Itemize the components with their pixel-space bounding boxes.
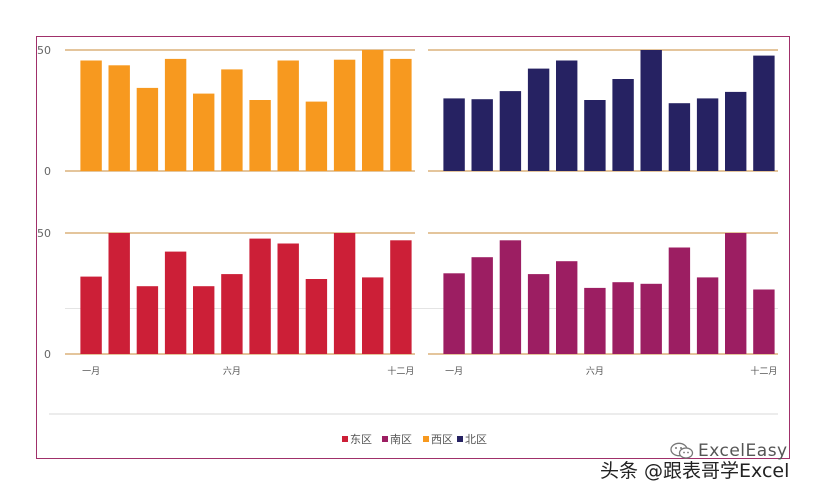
x-tick-label-bottom-left-1: 一月 <box>82 366 100 377</box>
legend-label-1: 东区 <box>350 433 372 446</box>
watermark-source: 头条 @跟表哥学Excel <box>600 460 790 482</box>
bar-top-right-4 <box>527 68 550 171</box>
bar-bottom-right-8 <box>640 283 662 354</box>
bar-bottom-left-8 <box>277 243 299 354</box>
bar-bottom-left-6 <box>221 274 243 354</box>
bar-bottom-right-9 <box>668 247 691 354</box>
bar-top-left-8 <box>277 60 299 171</box>
legend-label-2: 南区 <box>390 433 412 446</box>
bar-bottom-right-10 <box>696 277 719 354</box>
bar-top-left-1 <box>80 60 102 171</box>
y-tick-label-top-max: 150 <box>37 44 51 57</box>
legend-swatch-1 <box>342 436 348 442</box>
bar-top-left-7 <box>249 100 271 171</box>
bar-bottom-right-11 <box>725 233 747 354</box>
bar-top-right-7 <box>612 79 634 171</box>
bar-top-right-3 <box>499 91 522 171</box>
x-tick-label-bottom-right-1: 一月 <box>445 366 463 377</box>
bar-top-right-11 <box>725 91 747 171</box>
bar-top-right-5 <box>556 60 578 171</box>
bar-bottom-right-5 <box>556 261 578 354</box>
bar-top-left-5 <box>193 93 215 171</box>
y-tick-label-bottom-max: 150 <box>37 227 51 240</box>
wechat-icon <box>670 442 694 459</box>
bar-top-left-9 <box>305 101 328 171</box>
bar-bottom-left-10 <box>333 233 356 354</box>
bar-top-right-6 <box>584 100 606 171</box>
y-tick-label-top-min: 0 <box>44 165 51 178</box>
bar-top-right-12 <box>753 55 775 171</box>
bar-top-left-3 <box>136 87 159 171</box>
x-tick-label-bottom-right-3: 十二月 <box>750 365 777 377</box>
bar-top-left-4 <box>164 58 187 171</box>
y-tick-label-bottom-min: 0 <box>44 348 51 361</box>
legend-label-3: 西区 <box>431 433 453 446</box>
x-tick-label-bottom-right-2: 六月 <box>586 365 604 377</box>
bar-bottom-right-6 <box>584 287 606 354</box>
bar-bottom-left-11 <box>362 277 384 354</box>
legend-swatch-4 <box>457 436 463 442</box>
bar-top-right-1 <box>443 98 465 171</box>
bar-bottom-left-5 <box>193 286 215 354</box>
legend-swatch-3 <box>423 436 429 442</box>
bar-bottom-left-3 <box>136 286 159 354</box>
bar-top-right-2 <box>471 99 493 171</box>
bar-bottom-left-1 <box>80 276 102 354</box>
bar-bottom-left-9 <box>305 279 328 354</box>
bar-top-right-8 <box>640 50 662 171</box>
bar-bottom-right-3 <box>499 240 522 354</box>
bar-bottom-right-4 <box>527 274 550 354</box>
legend-swatch-2 <box>382 436 388 442</box>
bar-top-right-9 <box>668 103 691 171</box>
legend-label-4: 北区 <box>465 433 487 446</box>
x-tick-label-bottom-left-3: 十二月 <box>387 365 414 377</box>
bar-top-right-10 <box>696 98 719 171</box>
bar-bottom-left-4 <box>164 251 187 354</box>
bar-bottom-right-2 <box>471 257 493 354</box>
x-tick-label-bottom-left-2: 六月 <box>223 365 241 377</box>
bar-bottom-right-7 <box>612 282 634 354</box>
bar-top-left-12 <box>390 58 412 171</box>
watermark-brand: ExcelEasy <box>698 441 788 461</box>
bar-top-left-2 <box>108 65 130 171</box>
bar-bottom-right-12 <box>753 289 775 354</box>
bar-bottom-left-7 <box>249 238 271 354</box>
bar-bottom-left-2 <box>108 233 130 354</box>
bar-bottom-left-12 <box>390 240 412 354</box>
bar-bottom-right-1 <box>443 273 465 354</box>
bar-top-left-11 <box>362 50 384 171</box>
bar-top-left-10 <box>333 59 356 172</box>
bar-top-left-6 <box>221 69 243 171</box>
